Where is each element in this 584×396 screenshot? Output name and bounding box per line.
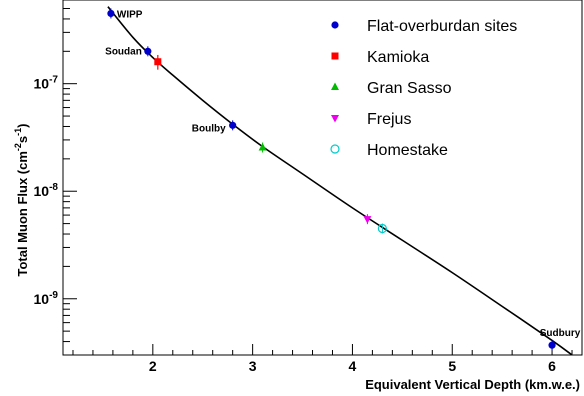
data-point-triangle-down — [363, 216, 372, 224]
data-point-circle — [548, 341, 556, 349]
plot-frame — [62, 0, 583, 356]
y-axis-title-mid: s — [15, 136, 30, 143]
legend-marker — [331, 82, 339, 90]
data-point-square — [154, 58, 162, 66]
data-point-circle — [229, 121, 237, 129]
y-tick-base: 10 — [34, 291, 50, 307]
site-label: Boulby — [192, 123, 226, 134]
y-tick-exponent: -9 — [49, 290, 58, 301]
axis-ticks: 2 3 4 5 610-910-810-7 — [34, 0, 573, 374]
legend-marker — [330, 144, 340, 154]
x-tick-label: 6 — [548, 358, 556, 374]
y-tick-label: 10-8 — [34, 182, 59, 199]
y-tick-base: 10 — [34, 76, 50, 92]
legend-label: Kamioka — [367, 49, 429, 66]
legend-marker — [331, 21, 339, 29]
y-tick-exponent: -8 — [49, 182, 58, 193]
y-tick-label: 10-7 — [34, 75, 59, 92]
fit-curve-layer — [107, 6, 573, 355]
y-axis-title: Total Muon Flux (cm-2s-1) — [13, 123, 30, 276]
legend-marker — [331, 115, 339, 123]
site-label: Sudbury — [540, 328, 581, 339]
x-tick-label: 4 — [349, 358, 357, 374]
y-axis-title-main: Total Muon Flux (cm — [15, 151, 30, 276]
legend-label: Flat-overburdan sites — [367, 18, 517, 35]
x-tick-label: 5 — [448, 358, 456, 374]
data-point-open-circle — [377, 223, 387, 234]
x-tick-label: 3 — [249, 358, 257, 374]
y-tick-base: 10 — [34, 183, 50, 199]
legend-label: Frejus — [367, 111, 411, 128]
legend-label: Homestake — [367, 142, 448, 159]
y-axis-title-end: ) — [15, 123, 30, 127]
legend: Flat-overburdan sites Kamioka Gran Sasso Fr… — [330, 18, 517, 159]
data-point-circle — [144, 47, 152, 55]
x-tick-label: 2 — [149, 358, 157, 374]
y-axis-title-exp1: -2 — [13, 143, 23, 151]
data-points-layer: WIPP Soudan Boulby Sudbury — [105, 8, 581, 351]
site-label: Soudan — [105, 46, 142, 57]
data-point-circle — [107, 9, 115, 18]
y-axis-title-exp2: -1 — [13, 128, 23, 136]
y-tick-label: 10-9 — [34, 290, 59, 307]
site-label: WIPP — [117, 9, 143, 20]
legend-marker — [331, 52, 339, 60]
fit-curve — [107, 6, 573, 355]
legend-label: Gran Sasso — [367, 80, 452, 97]
data-point-triangle — [258, 143, 267, 151]
x-axis-title: Equivalent Vertical Depth (km.w.e.) — [365, 377, 580, 392]
y-tick-exponent: -7 — [49, 75, 58, 86]
